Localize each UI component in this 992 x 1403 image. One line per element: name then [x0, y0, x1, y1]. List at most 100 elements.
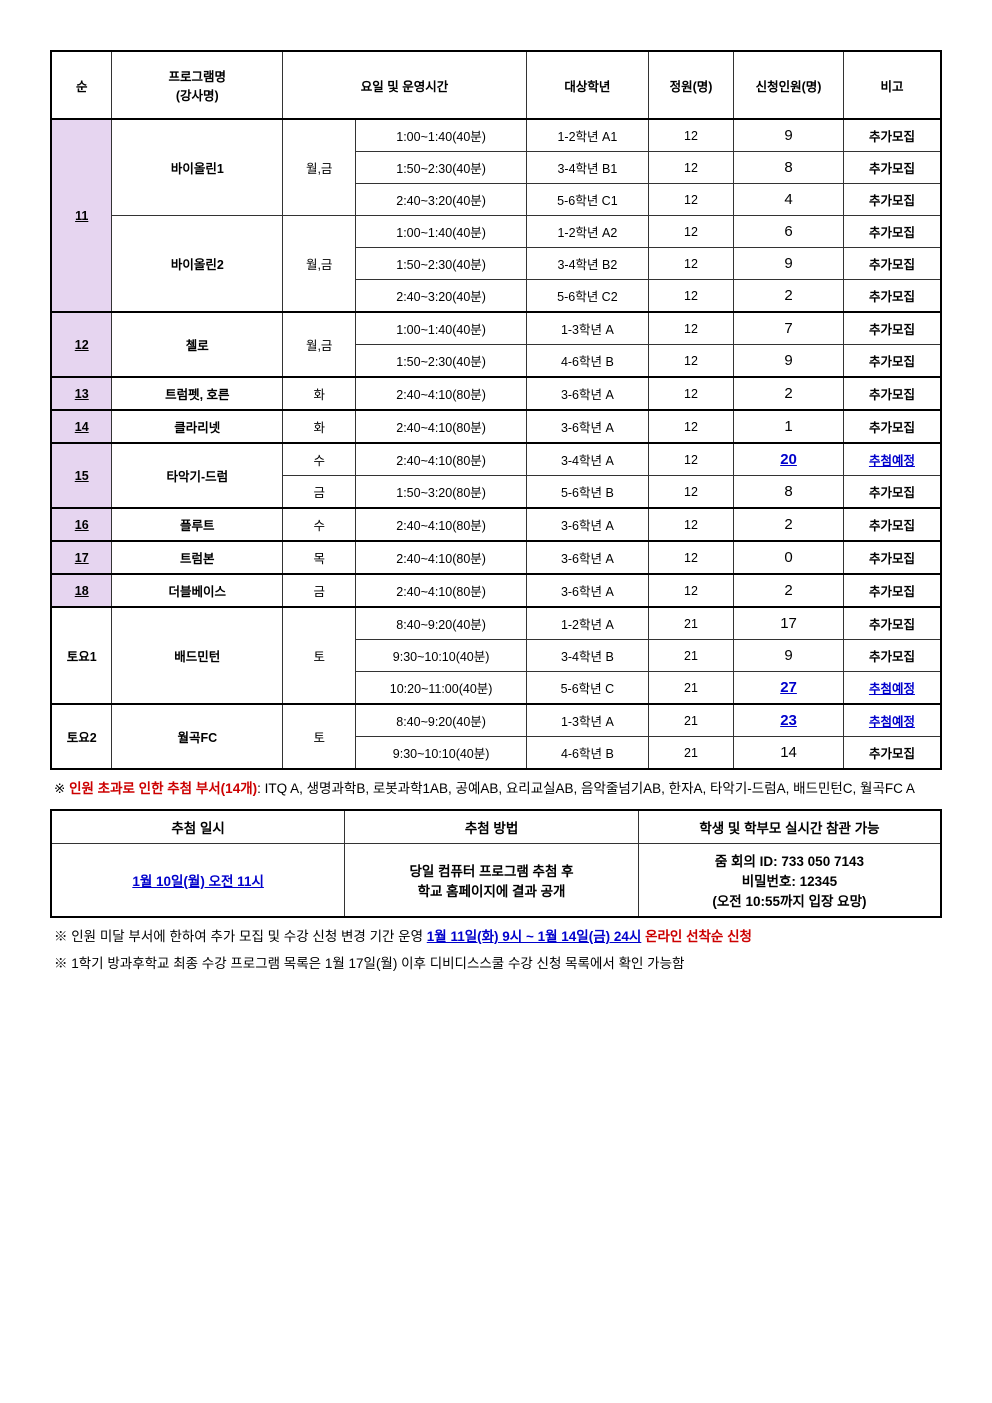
capacity-cell: 12	[648, 248, 733, 280]
grade-cell: 5-6학년 C	[526, 672, 648, 705]
header-row: 순 프로그램명 (강사명) 요일 및 운영시간 대상학년 정원(명) 신청인원(…	[51, 51, 941, 119]
applicants-value: 9	[784, 647, 792, 664]
header-grade: 대상학년	[526, 51, 648, 119]
lottery-info-table: 추첨 일시 추첨 방법 학생 및 학부모 실시간 참관 가능 1월 10일(월)…	[50, 809, 942, 918]
time-cell: 9:30~10:10(40분)	[356, 640, 527, 672]
note-cell: 추가모집	[843, 508, 941, 541]
footnote-final-list: ※ 1학기 방과후학교 최종 수강 프로그램 목록은 1월 17일(월) 이후 …	[50, 953, 942, 976]
applicants-cell: 2	[734, 508, 844, 541]
applicants-cell: 17	[734, 607, 844, 640]
footnote2-blue: 1월 11일(화) 9시 ~ 1월 14일(금) 24시	[427, 929, 642, 944]
applicants-cell: 23	[734, 704, 844, 737]
table-row: 18더블베이스금2:40~4:10(80분)3-6학년 A122추가모집	[51, 574, 941, 607]
applicants-value: 6	[784, 223, 792, 240]
grade-cell: 5-6학년 B	[526, 476, 648, 509]
info-method-cell: 당일 컴퓨터 프로그램 추첨 후 학교 홈페이지에 결과 공개	[345, 843, 639, 917]
footnote1-red: 인원 초과로 인한 추첨 부서(14개)	[69, 781, 257, 796]
note-cell: 추가모집	[843, 152, 941, 184]
applicants-value: 8	[784, 483, 792, 500]
info-zoom-cell: 줌 회의 ID: 733 050 7143 비밀번호: 12345 (오전 10…	[638, 843, 941, 917]
info-row: 1월 10일(월) 오전 11시 당일 컴퓨터 프로그램 추첨 후 학교 홈페이…	[51, 843, 941, 917]
applicants-value: 27	[780, 679, 797, 696]
applicants-cell: 8	[734, 152, 844, 184]
capacity-cell: 12	[648, 574, 733, 607]
header-program: 프로그램명 (강사명)	[112, 51, 283, 119]
grade-cell: 1-2학년 A1	[526, 119, 648, 152]
day-cell: 금	[283, 574, 356, 607]
seq-cell: 15	[51, 443, 112, 508]
header-capacity: 정원(명)	[648, 51, 733, 119]
table-row: 토요2월곡FC토8:40~9:20(40분)1-3학년 A2123추첨예정	[51, 704, 941, 737]
grade-cell: 3-6학년 A	[526, 508, 648, 541]
grade-cell: 1-3학년 A	[526, 312, 648, 345]
program-table: 순 프로그램명 (강사명) 요일 및 운영시간 대상학년 정원(명) 신청인원(…	[50, 50, 942, 770]
capacity-cell: 12	[648, 312, 733, 345]
seq-cell: 14	[51, 410, 112, 443]
capacity-cell: 21	[648, 704, 733, 737]
day-cell: 월,금	[283, 119, 356, 216]
grade-cell: 5-6학년 C1	[526, 184, 648, 216]
capacity-cell: 21	[648, 737, 733, 770]
grade-cell: 3-6학년 A	[526, 410, 648, 443]
footnote2-red: 온라인 선착순 신청	[641, 929, 752, 944]
applicants-value: 7	[784, 320, 792, 337]
grade-cell: 3-4학년 B2	[526, 248, 648, 280]
seq-cell: 토요1	[51, 607, 112, 704]
seq-cell: 12	[51, 312, 112, 377]
day-cell: 토	[283, 704, 356, 769]
note-cell: 추가모집	[843, 248, 941, 280]
capacity-cell: 12	[648, 377, 733, 410]
time-cell: 8:40~9:20(40분)	[356, 704, 527, 737]
grade-cell: 4-6학년 B	[526, 345, 648, 378]
footnote1-rest: : ITQ A, 생명과학B, 로봇과학1AB, 공예AB, 요리교실AB, 음…	[257, 781, 915, 796]
note-cell: 추가모집	[843, 216, 941, 248]
day-cell: 수	[283, 508, 356, 541]
capacity-cell: 21	[648, 640, 733, 672]
table-row: 14클라리넷화2:40~4:10(80분)3-6학년 A121추가모집	[51, 410, 941, 443]
applicants-cell: 2	[734, 574, 844, 607]
note-cell: 추첨예정	[843, 443, 941, 476]
seq-cell: 토요2	[51, 704, 112, 769]
applicants-value: 14	[780, 744, 797, 761]
note-cell: 추가모집	[843, 280, 941, 313]
time-cell: 2:40~4:10(80분)	[356, 377, 527, 410]
applicants-cell: 9	[734, 640, 844, 672]
note-cell: 추가모집	[843, 377, 941, 410]
applicants-value: 20	[780, 451, 797, 468]
applicants-value: 17	[780, 615, 797, 632]
applicants-value: 0	[784, 549, 792, 566]
program-cell: 트럼펫, 호른	[112, 377, 283, 410]
time-cell: 2:40~4:10(80분)	[356, 443, 527, 476]
applicants-cell: 7	[734, 312, 844, 345]
note-cell: 추가모집	[843, 312, 941, 345]
grade-cell: 3-6학년 A	[526, 574, 648, 607]
applicants-cell: 8	[734, 476, 844, 509]
applicants-cell: 9	[734, 345, 844, 378]
capacity-cell: 12	[648, 119, 733, 152]
applicants-value: 1	[784, 418, 792, 435]
info-date: 1월 10일(월) 오전 11시	[132, 874, 264, 889]
applicants-value: 9	[784, 127, 792, 144]
table-row: 11바이올린1월,금1:00~1:40(40분)1-2학년 A1129추가모집	[51, 119, 941, 152]
capacity-cell: 21	[648, 607, 733, 640]
time-cell: 2:40~4:10(80분)	[356, 574, 527, 607]
applicants-cell: 20	[734, 443, 844, 476]
grade-cell: 1-3학년 A	[526, 704, 648, 737]
program-cell: 첼로	[112, 312, 283, 377]
day-cell: 화	[283, 377, 356, 410]
seq-cell: 16	[51, 508, 112, 541]
time-cell: 2:40~3:20(40분)	[356, 280, 527, 313]
applicants-value: 9	[784, 352, 792, 369]
capacity-cell: 12	[648, 216, 733, 248]
grade-cell: 5-6학년 C2	[526, 280, 648, 313]
info-zoom-time: (오전 10:55까지 입장 요망)	[647, 890, 932, 910]
program-cell: 바이올린1	[112, 119, 283, 216]
capacity-cell: 12	[648, 410, 733, 443]
applicants-cell: 27	[734, 672, 844, 705]
time-cell: 1:00~1:40(40분)	[356, 312, 527, 345]
applicants-cell: 2	[734, 377, 844, 410]
note-cell: 추가모집	[843, 345, 941, 378]
time-cell: 2:40~3:20(40분)	[356, 184, 527, 216]
time-cell: 1:50~2:30(40분)	[356, 345, 527, 378]
program-cell: 바이올린2	[112, 216, 283, 313]
